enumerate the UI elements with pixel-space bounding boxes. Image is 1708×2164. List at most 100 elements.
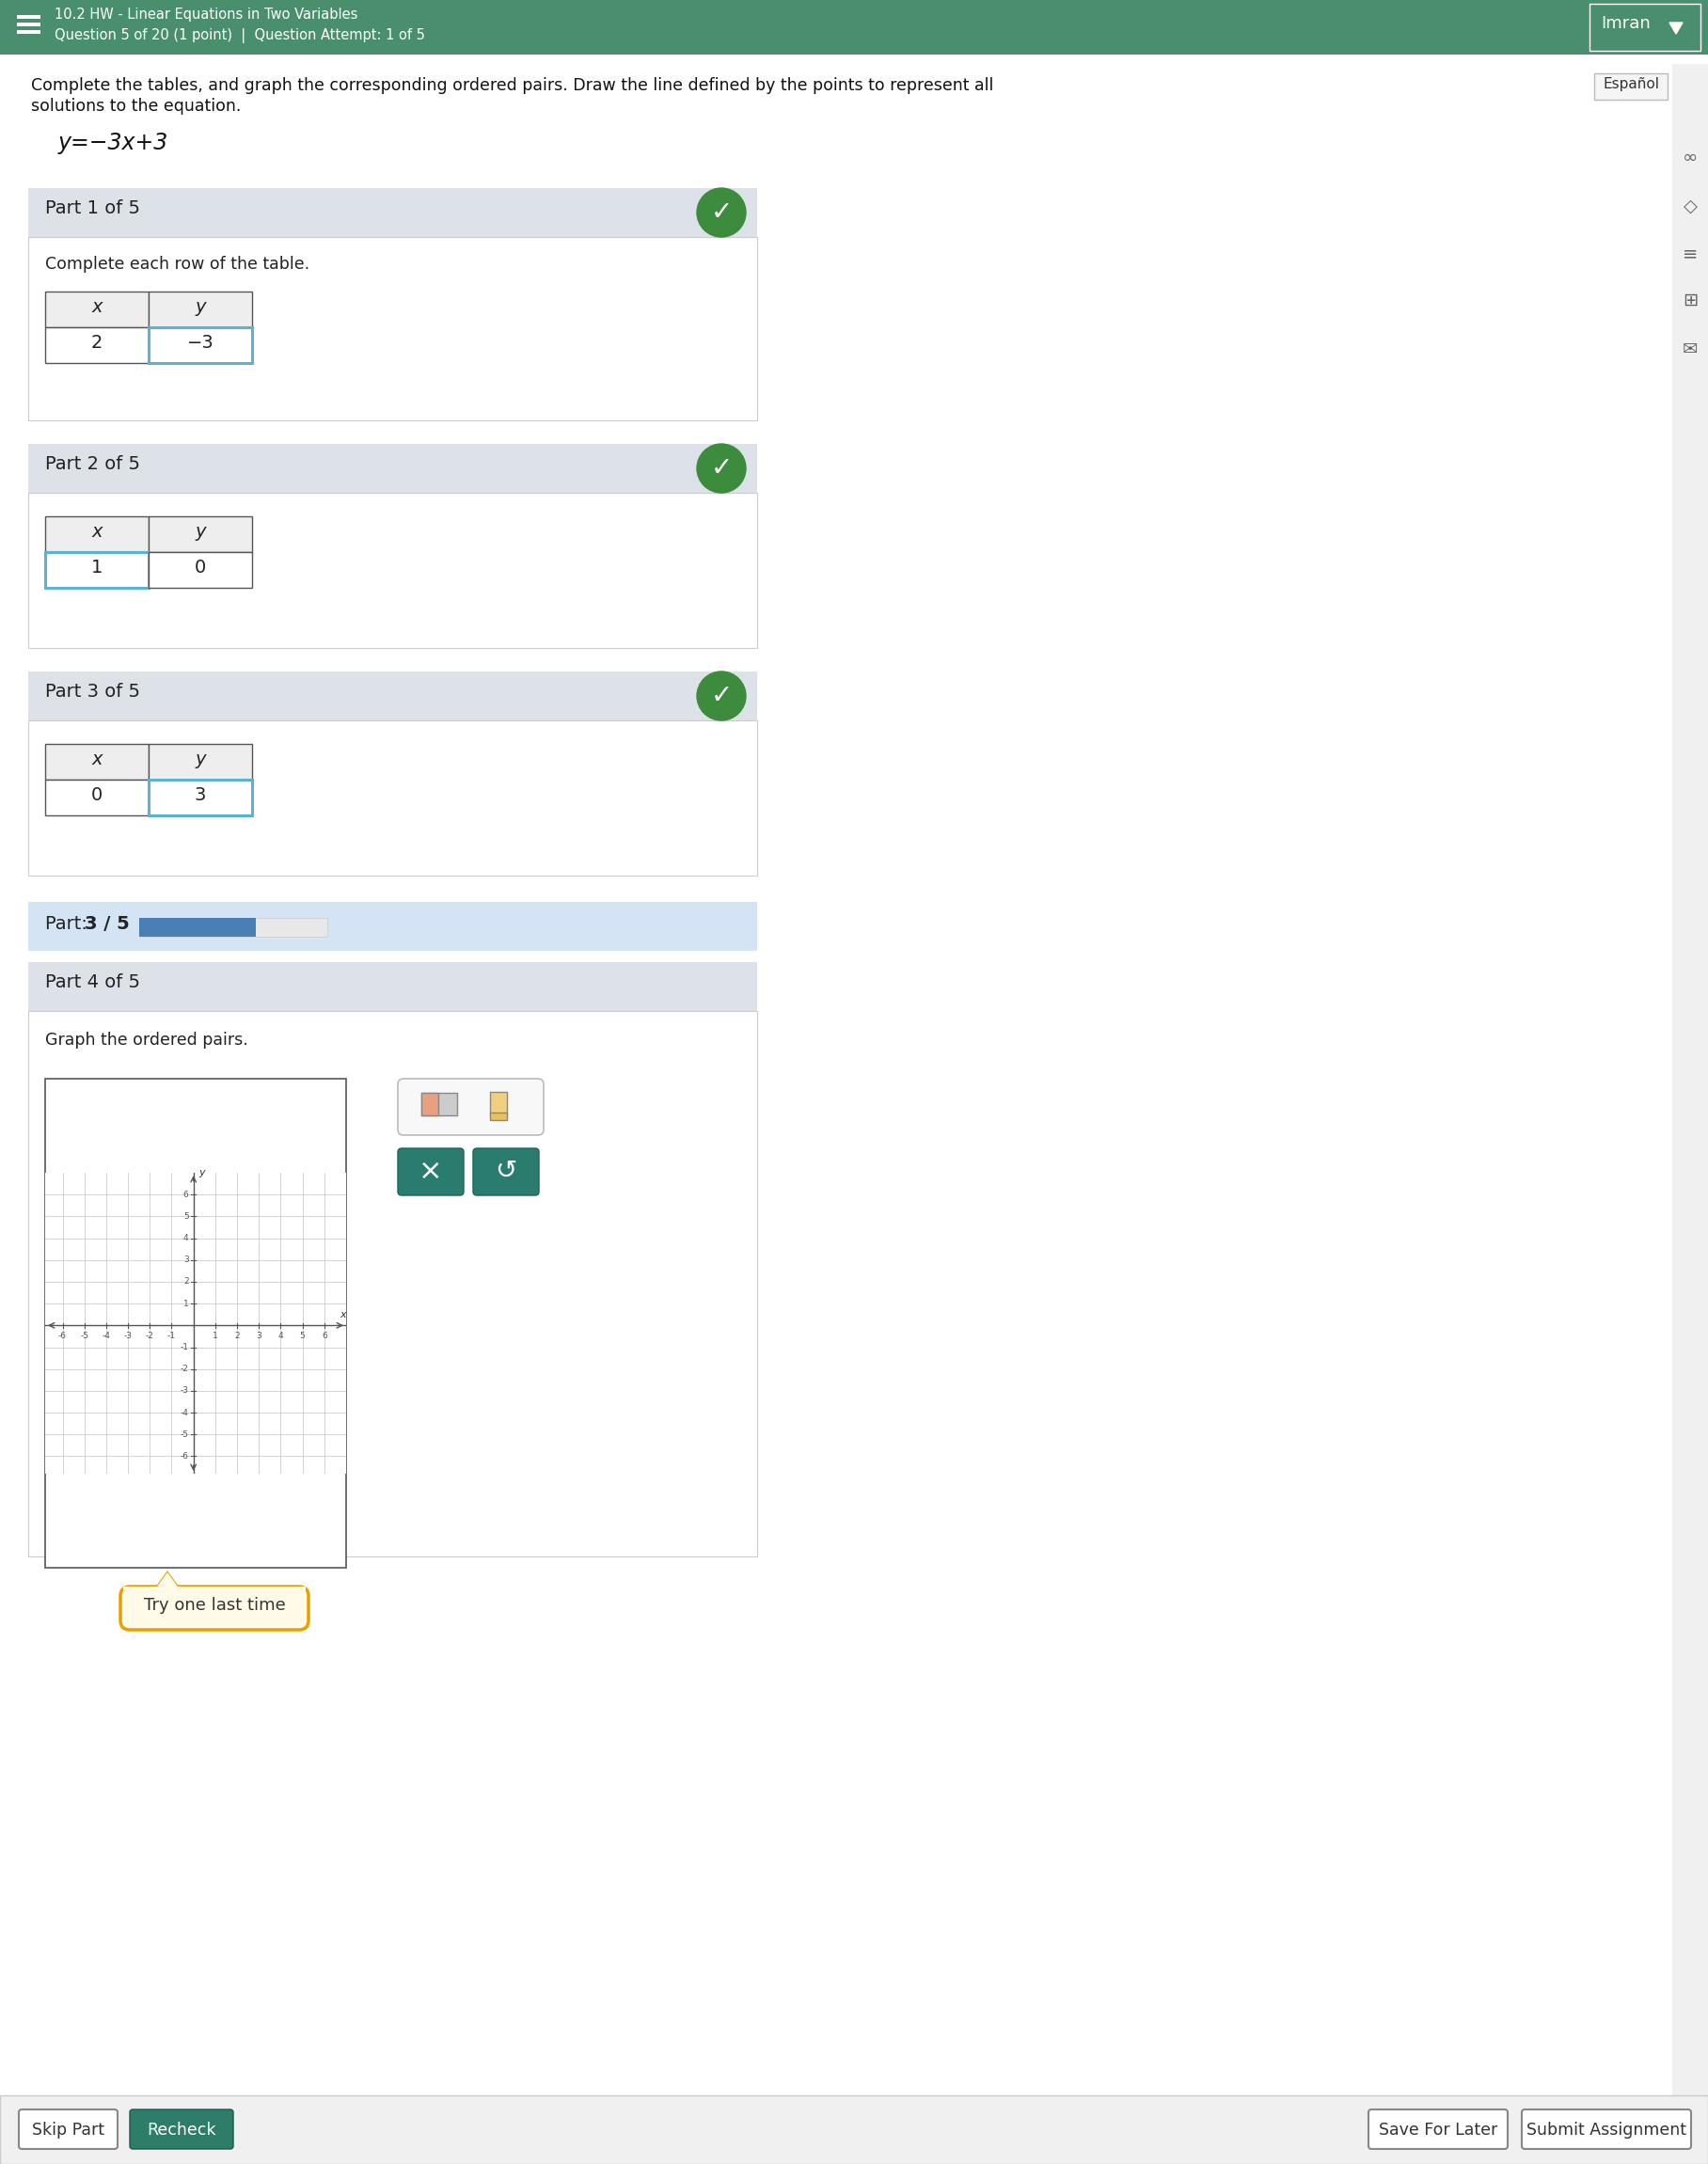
Text: y: y: [195, 524, 205, 541]
Bar: [490, 1093, 507, 1114]
Bar: [422, 1093, 458, 1114]
Bar: [422, 1093, 439, 1114]
FancyBboxPatch shape: [130, 2110, 234, 2149]
Text: 0: 0: [91, 786, 102, 805]
Text: 3: 3: [256, 1331, 261, 1340]
Text: 3: 3: [195, 786, 207, 805]
Text: Graph the ordered pairs.: Graph the ordered pairs.: [44, 1032, 248, 1050]
FancyBboxPatch shape: [473, 1149, 540, 1195]
Text: -4: -4: [181, 1409, 188, 1417]
Polygon shape: [1669, 22, 1682, 35]
Bar: [29, 444, 757, 493]
Text: solutions to the equation.: solutions to the equation.: [31, 97, 241, 115]
Text: Part 1 of 5: Part 1 of 5: [44, 199, 140, 216]
Bar: [44, 552, 149, 589]
Bar: [17, 15, 41, 17]
Bar: [149, 779, 253, 816]
Text: ↺: ↺: [495, 1158, 518, 1184]
Text: 1: 1: [212, 1331, 219, 1340]
Bar: [138, 918, 256, 937]
Text: Skip Part: Skip Part: [31, 2121, 104, 2138]
Text: Question 5 of 20 (1 point)  |  Question Attempt: 1 of 5: Question 5 of 20 (1 point) | Question At…: [55, 28, 425, 43]
Bar: [44, 327, 149, 364]
Text: -5: -5: [179, 1430, 188, 1439]
Text: 4: 4: [278, 1331, 284, 1340]
Bar: [29, 238, 757, 420]
Text: 1: 1: [183, 1298, 188, 1307]
Text: ✓: ✓: [711, 684, 733, 710]
Bar: [149, 517, 253, 552]
Bar: [29, 1011, 757, 1556]
Bar: [44, 1078, 347, 1567]
Text: ✉: ✉: [1682, 340, 1698, 359]
Bar: [29, 188, 757, 238]
Text: ✓: ✓: [711, 199, 733, 225]
Text: 6: 6: [183, 1190, 188, 1199]
Text: 5: 5: [183, 1212, 188, 1220]
Bar: [149, 744, 253, 779]
Bar: [29, 721, 757, 876]
Bar: [29, 902, 757, 950]
Text: -1: -1: [167, 1331, 176, 1340]
Text: 3: 3: [183, 1255, 188, 1264]
Text: 2: 2: [234, 1331, 239, 1340]
Bar: [17, 30, 41, 32]
Text: -6: -6: [58, 1331, 67, 1340]
Bar: [1594, 74, 1667, 100]
Circle shape: [697, 188, 746, 238]
Text: Español: Español: [1602, 78, 1658, 91]
Bar: [490, 1112, 507, 1121]
Text: Try one last time: Try one last time: [143, 1597, 285, 1614]
Text: -3: -3: [123, 1331, 132, 1340]
Text: x: x: [92, 524, 102, 541]
FancyBboxPatch shape: [19, 2110, 118, 2149]
Text: -1: -1: [179, 1344, 188, 1352]
Text: y=−3x+3: y=−3x+3: [58, 132, 169, 154]
Text: ×: ×: [418, 1158, 442, 1186]
Text: -2: -2: [181, 1365, 188, 1374]
Text: -6: -6: [179, 1452, 188, 1461]
Bar: [17, 22, 41, 26]
Bar: [44, 779, 149, 816]
Text: −3: −3: [186, 333, 214, 353]
Bar: [29, 963, 757, 1011]
Text: Part 3 of 5: Part 3 of 5: [44, 684, 140, 701]
Text: Complete each row of the table.: Complete each row of the table.: [44, 255, 309, 273]
Bar: [29, 493, 757, 647]
Text: 2: 2: [91, 333, 102, 353]
Bar: [29, 671, 757, 721]
Bar: [149, 552, 253, 589]
Text: 5: 5: [301, 1331, 306, 1340]
Circle shape: [697, 444, 746, 493]
Bar: [123, 1586, 306, 1591]
FancyBboxPatch shape: [1522, 2110, 1691, 2149]
Text: Recheck: Recheck: [147, 2121, 217, 2138]
Bar: [138, 918, 328, 937]
Bar: [44, 292, 149, 327]
Text: x: x: [340, 1309, 347, 1320]
Text: y: y: [195, 751, 205, 768]
Bar: [1590, 4, 1701, 50]
Text: ◇: ◇: [1682, 197, 1698, 216]
Text: -5: -5: [80, 1331, 89, 1340]
Polygon shape: [159, 1573, 178, 1586]
Text: ≡: ≡: [1682, 245, 1698, 262]
Text: Part 2 of 5: Part 2 of 5: [44, 454, 140, 474]
Text: y: y: [198, 1169, 205, 1177]
Text: -2: -2: [145, 1331, 154, 1340]
Text: 3 / 5: 3 / 5: [85, 915, 130, 933]
Text: y: y: [195, 299, 205, 316]
Text: 10.2 HW - Linear Equations in Two Variables: 10.2 HW - Linear Equations in Two Variab…: [55, 6, 357, 22]
Text: Submit Assignment: Submit Assignment: [1527, 2121, 1686, 2138]
Text: ✓: ✓: [711, 454, 733, 483]
Text: x: x: [92, 751, 102, 768]
Text: -3: -3: [179, 1387, 188, 1396]
Text: Part:: Part:: [44, 915, 94, 933]
FancyBboxPatch shape: [120, 1586, 309, 1629]
Text: -4: -4: [102, 1331, 111, 1340]
Text: 6: 6: [321, 1331, 326, 1340]
FancyBboxPatch shape: [1368, 2110, 1508, 2149]
Text: 1: 1: [91, 558, 102, 576]
Text: x: x: [92, 299, 102, 316]
Bar: [0, 0, 1708, 54]
